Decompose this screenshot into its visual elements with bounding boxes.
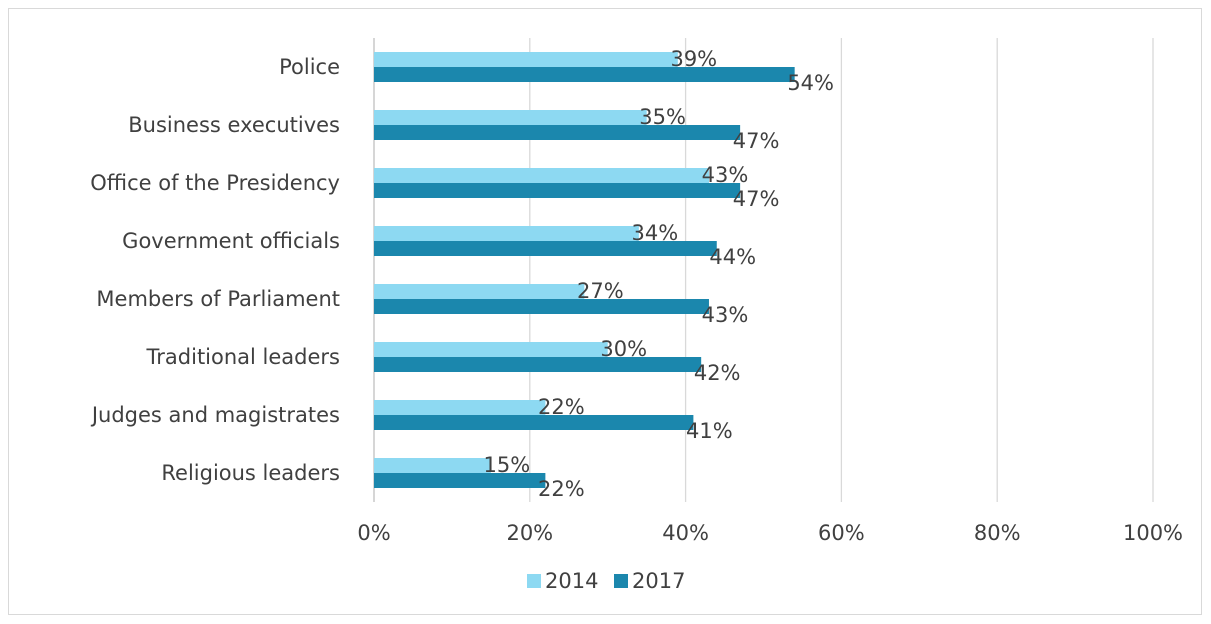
legend-label-2014: 2014	[545, 569, 598, 593]
category-label: Judges and magistrates	[90, 403, 340, 427]
x-tick-label: 100%	[1123, 521, 1183, 545]
x-tick-label: 20%	[506, 521, 553, 545]
data-label-2017: 41%	[686, 419, 733, 443]
bar-2014	[374, 284, 585, 299]
category-label: Government officials	[122, 229, 340, 253]
legend-swatch-2014	[527, 574, 541, 588]
bar-2014	[374, 458, 491, 473]
legend-label-2017: 2017	[632, 569, 685, 593]
bar-2017	[374, 67, 795, 82]
data-label-2017: 44%	[709, 245, 756, 269]
data-label-2017: 54%	[787, 71, 834, 95]
category-label: Police	[279, 55, 340, 79]
bar-2014	[374, 52, 678, 67]
bar-2014	[374, 168, 709, 183]
bar-2017	[374, 473, 546, 488]
category-label: Religious leaders	[161, 461, 340, 485]
data-label-2017: 47%	[733, 129, 780, 153]
data-label-2017: 42%	[694, 361, 741, 385]
category-label: Members of Parliament	[96, 287, 340, 311]
data-label-2017: 22%	[538, 477, 585, 501]
x-tick-label: 80%	[974, 521, 1021, 545]
category-label: Traditional leaders	[146, 345, 340, 369]
bar-2014	[374, 342, 608, 357]
data-label-2017: 43%	[702, 303, 749, 327]
x-tick-label: 60%	[818, 521, 865, 545]
bar-2017	[374, 125, 741, 140]
bar-2017	[374, 415, 694, 430]
legend-swatch-2017	[614, 574, 628, 588]
bar-2017	[374, 357, 702, 372]
bar-2017	[374, 241, 717, 256]
bar-2014	[374, 226, 639, 241]
bar-2014	[374, 400, 546, 415]
bar-2017	[374, 183, 741, 198]
category-label: Business executives	[128, 113, 340, 137]
bar-2014	[374, 110, 647, 125]
category-label: Office of the Presidency	[90, 171, 340, 195]
bar-2017	[374, 299, 709, 314]
data-label-2017: 47%	[733, 187, 780, 211]
x-tick-label: 0%	[357, 521, 390, 545]
x-tick-label: 40%	[662, 521, 709, 545]
